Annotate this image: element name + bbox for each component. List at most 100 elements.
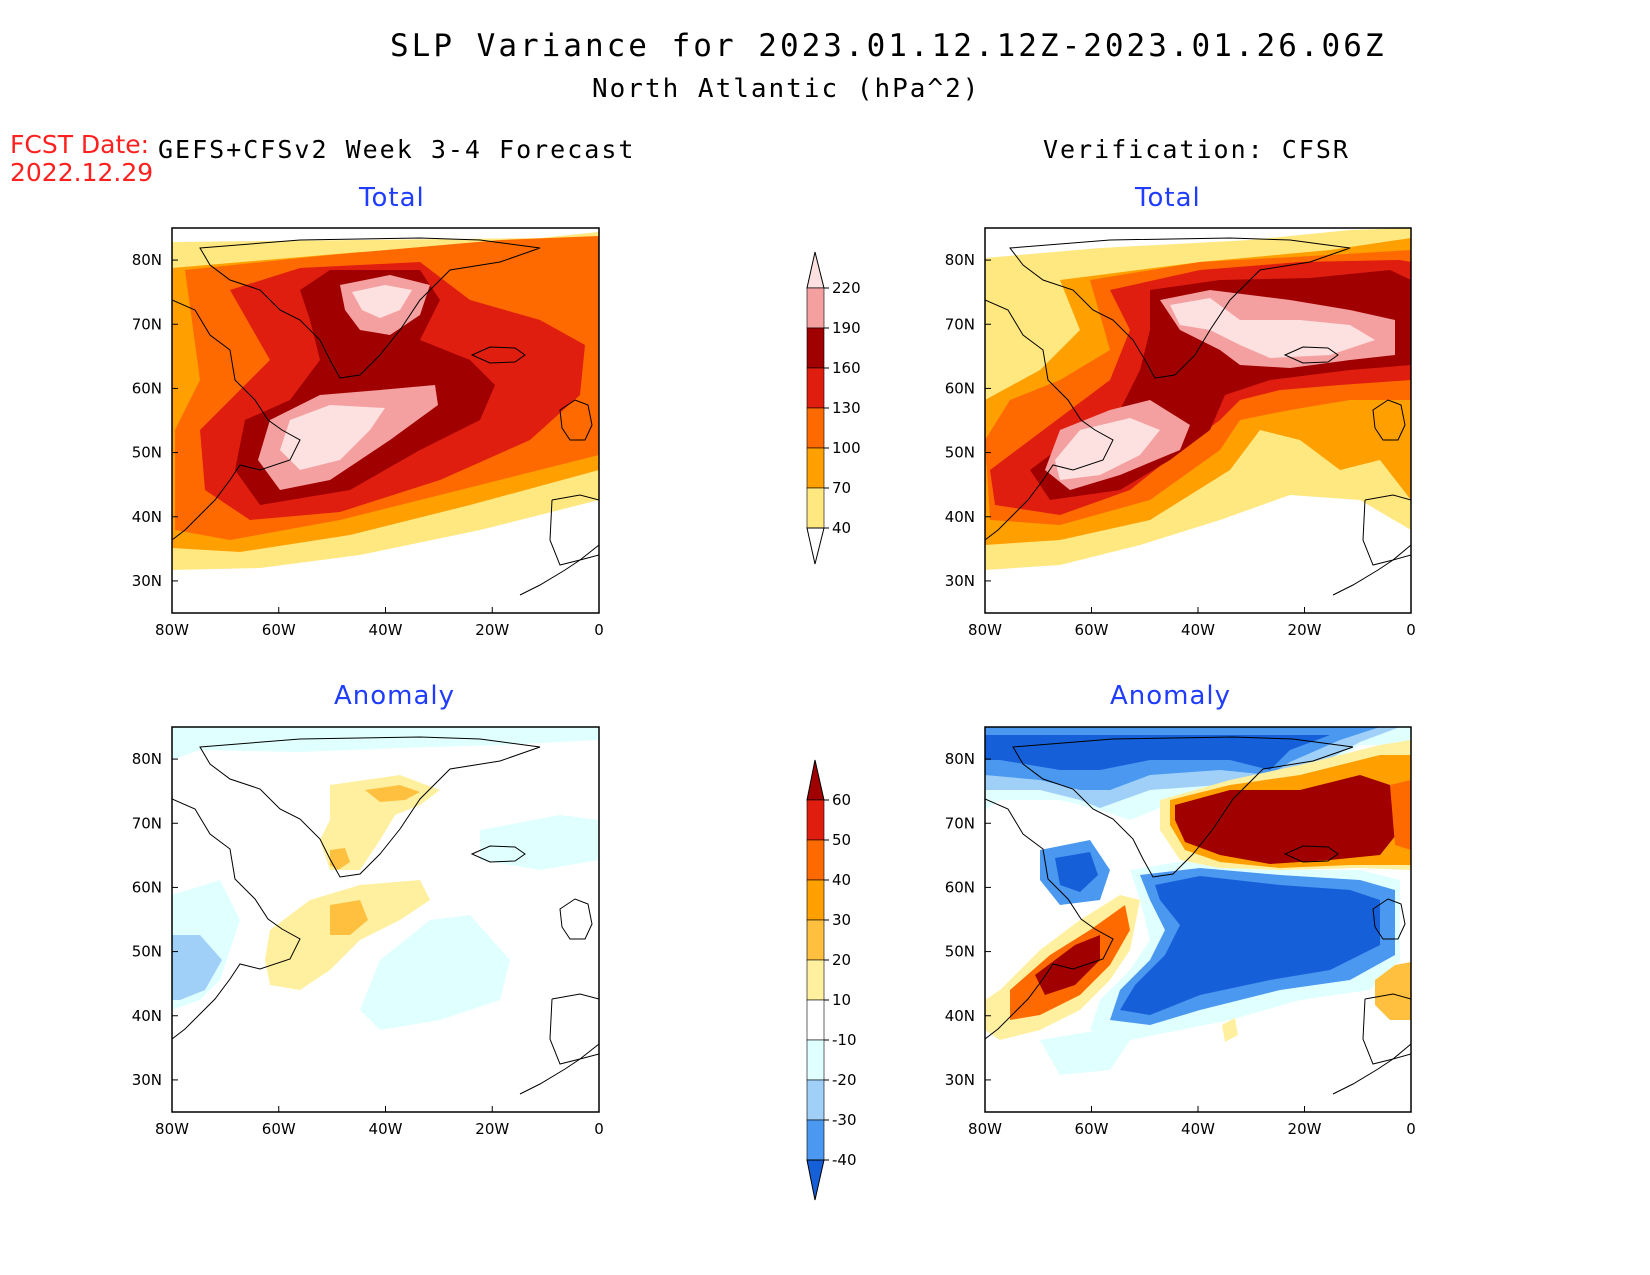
- anomaly-colorbar-segment: [806, 799, 825, 841]
- fcst-anom-band-20c: [330, 848, 350, 870]
- fcst-anom-greenland: [199, 736, 541, 878]
- fcst-total-band-220b: [280, 405, 385, 470]
- verif-total-title: Total: [1135, 183, 1201, 213]
- fcst-anomaly-lat-label: 30N: [132, 1071, 162, 1089]
- total-colorbar-label: 160: [832, 359, 861, 377]
- fcst-anom-band-10a: [320, 775, 440, 870]
- fcst-anom-band-20a: [365, 785, 420, 802]
- verif-anom-band-neg40-top: [985, 735, 1330, 770]
- anomaly-colorbar-label: 40: [832, 871, 851, 889]
- verif-total-lat-label: 40N: [945, 508, 975, 526]
- total-colorbar-segment: [806, 327, 825, 369]
- verif-anom-band-pos-west-60: [1035, 935, 1100, 995]
- fcst-anomaly-lon-label: 40W: [369, 1120, 403, 1138]
- anomaly-colorbar-segment: [806, 1079, 825, 1121]
- anomaly-colorbar-bottom-cap: [806, 1159, 825, 1201]
- fcst-total-lat-label: 70N: [132, 315, 162, 333]
- fcst-anomaly-lon-label: 0: [594, 1120, 604, 1138]
- verif-total-africa: [1332, 544, 1411, 596]
- total-colorbar-top-cap: [806, 251, 825, 289]
- fcst-anom-band-neg10-mid: [360, 915, 510, 1030]
- total-colorbar-bottom-cap: [806, 527, 825, 565]
- total-colorbar-label: 100: [832, 439, 861, 457]
- anomaly-colorbar-label: 50: [832, 831, 851, 849]
- anomaly-colorbar-segment: [806, 839, 825, 881]
- verif-total-band-220: [1055, 298, 1375, 480]
- fcst-anomaly-lon-label: 80W: [155, 1120, 189, 1138]
- anomaly-colorbar-label: -10: [832, 1031, 857, 1049]
- anomaly-colorbar-segment: [806, 999, 825, 1041]
- fcst-total-lat-label: 50N: [132, 444, 162, 462]
- fcst-anomaly-lat-label: 40N: [132, 1007, 162, 1025]
- verif-anom-band-pos-east-edge: [1390, 780, 1411, 850]
- total-colorbar-label: 190: [832, 319, 861, 337]
- fcst-anom-africa: [519, 1043, 599, 1095]
- anomaly-colorbar-label: -20: [832, 1071, 857, 1089]
- verif-total-map: [985, 228, 1411, 613]
- fcst-anom-iceland: [470, 845, 526, 863]
- verif-total-canada-coast: [985, 299, 1114, 541]
- verif-anomaly-lat-label: 60N: [945, 878, 975, 896]
- fcst-anom-band-20b: [330, 900, 368, 935]
- total-colorbar: 220 190 160 130 100 70 40: [806, 251, 861, 565]
- fcst-anomaly-map: [172, 727, 599, 1112]
- fcst-total-lon-label: 80W: [155, 621, 189, 639]
- fcst-anom-band-neg20: [172, 935, 222, 1000]
- anomaly-colorbar-top-cap: [806, 759, 825, 801]
- anomaly-colorbar-label: 30: [832, 911, 851, 929]
- verif-anom-greenland: [1012, 736, 1354, 878]
- verif-anomaly-lat-label: 30N: [945, 1071, 975, 1089]
- verif-anomaly-lat-label: 70N: [945, 814, 975, 832]
- anomaly-colorbar-label: -40: [832, 1151, 857, 1169]
- verif-anom-band-pos-east-60: [1175, 775, 1400, 864]
- fcst-total-lon-label: 20W: [475, 621, 509, 639]
- fcst-total-iceland: [470, 346, 526, 364]
- verif-total-lon-label: 0: [1406, 621, 1416, 639]
- figure-subtitle: North Atlantic (hPa^2): [592, 74, 981, 104]
- verif-total-iceland: [1283, 346, 1339, 364]
- verif-anomaly-title: Anomaly: [1110, 681, 1232, 711]
- anomaly-colorbar-segment: [806, 1119, 825, 1161]
- verif-anom-british-isles: [1372, 898, 1406, 940]
- anomaly-colorbar-label: -30: [832, 1111, 857, 1129]
- fcst-anomaly-lat-label: 60N: [132, 878, 162, 896]
- verif-anomaly-lon-label: 80W: [968, 1120, 1002, 1138]
- verif-anomaly-lat-label: 40N: [945, 1007, 975, 1025]
- anomaly-colorbar-label: 20: [832, 951, 851, 969]
- total-colorbar-label: 40: [832, 519, 851, 537]
- total-colorbar-segment: [806, 487, 825, 529]
- verif-total-iberia: [1362, 494, 1411, 566]
- verif-anom-band-pos-iberia: [1375, 962, 1411, 1020]
- anomaly-colorbar-label: 10: [832, 991, 851, 1009]
- verif-anom-iceland: [1283, 845, 1339, 863]
- verif-total-lat-label: 60N: [945, 379, 975, 397]
- fcst-anom-canada-coast: [172, 798, 301, 1040]
- fcst-total-british-isles: [559, 399, 593, 441]
- fcst-total-lon-label: 60W: [262, 621, 296, 639]
- verif-anomaly-lon-label: 20W: [1288, 1120, 1322, 1138]
- anomaly-colorbar: 60 50 40 30 20 10 -10 -20 -30 -40: [806, 759, 857, 1201]
- verif-anom-iberia: [1362, 993, 1411, 1065]
- fcst-total-map: [172, 228, 599, 613]
- fcst-anom-band-neg10-top: [172, 727, 599, 760]
- verif-total-lon-label: 60W: [1075, 621, 1109, 639]
- total-colorbar-segment: [806, 407, 825, 449]
- verif-total-lat-label: 30N: [945, 572, 975, 590]
- verif-total-lon-label: 40W: [1181, 621, 1215, 639]
- verif-anom-canada-coast: [985, 798, 1114, 1040]
- total-colorbar-segment: [806, 287, 825, 329]
- verif-anom-band-pos-small: [1222, 1018, 1238, 1042]
- anomaly-colorbar-segment: [806, 959, 825, 1001]
- verif-anomaly-lon-label: 0: [1406, 1120, 1416, 1138]
- fcst-anomaly-lat-label: 50N: [132, 943, 162, 961]
- verif-anom-africa: [1332, 1043, 1411, 1095]
- verif-total-lat-label: 50N: [945, 444, 975, 462]
- fcst-total-greenland: [199, 237, 541, 379]
- fcst-total-lat-label: 60N: [132, 379, 162, 397]
- verif-total-greenland: [1009, 237, 1351, 379]
- fcst-total-lat-label: 80N: [132, 251, 162, 269]
- fcst-date-value: 2022.12.29: [10, 158, 154, 187]
- verif-total-lon-label: 20W: [1288, 621, 1322, 639]
- verif-anomaly-map: [985, 727, 1411, 1112]
